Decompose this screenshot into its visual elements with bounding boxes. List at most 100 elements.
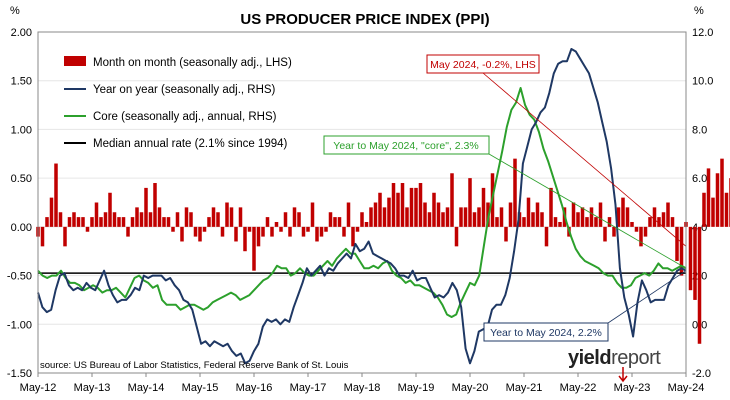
- mom-bar: [238, 207, 243, 227]
- mom-bar: [166, 217, 171, 227]
- mom-bar: [598, 202, 603, 227]
- mom-bar: [531, 212, 535, 227]
- mom-bar: [319, 226, 324, 237]
- mom-bar: [625, 207, 630, 227]
- mom-bar: [378, 192, 382, 227]
- mom-bar: [720, 158, 724, 227]
- left-tick-label: -1.50: [7, 368, 32, 380]
- left-tick-label: 1.50: [11, 76, 32, 88]
- mom-bar: [198, 226, 202, 242]
- mom-bar: [360, 212, 364, 227]
- mom-bar: [463, 207, 468, 227]
- leader-mom: [482, 72, 687, 247]
- mom-bar: [576, 212, 580, 227]
- mom-bar: [211, 207, 216, 227]
- legend-label-median: Median annual rate (2.1% since 1994): [93, 138, 288, 150]
- x-tick-label: May-16: [236, 382, 273, 394]
- mom-bar: [54, 163, 58, 227]
- legend: Month on month (seasonally adj., LHS) Ye…: [64, 56, 292, 150]
- mom-bar: [81, 217, 85, 227]
- mom-bar: [558, 221, 562, 227]
- mom-bar: [207, 217, 211, 227]
- mom-bar: [112, 212, 117, 227]
- mom-bar: [306, 226, 310, 232]
- x-tick-label: May-13: [74, 382, 111, 394]
- mom-bar: [153, 183, 157, 227]
- mom-bar: [396, 192, 400, 227]
- mom-bar: [261, 226, 265, 237]
- mom-bar: [495, 217, 499, 227]
- x-axis-ticks: May-12 May-13 May-14 May-15 May-16 May-17 May-…: [20, 373, 704, 394]
- right-tick-label: 10.0: [692, 76, 713, 88]
- mom-bar: [432, 192, 436, 227]
- brand-logo: yieldreport: [568, 347, 662, 383]
- mom-bar: [526, 197, 531, 227]
- svg-text:yieldreport: yieldreport: [568, 347, 661, 369]
- chart-title: US PRODUCER PRICE INDEX (PPI): [240, 11, 489, 28]
- mom-bar: [621, 197, 625, 227]
- mom-bar: [355, 226, 360, 232]
- svg-text:Year to May 2024, 2.2%: Year to May 2024, 2.2%: [490, 327, 602, 339]
- mom-bar: [414, 187, 418, 227]
- mom-bar: [549, 187, 553, 227]
- mom-bar: [499, 207, 504, 227]
- mom-bar: [670, 217, 675, 227]
- mom-bar: [544, 226, 549, 247]
- legend-label-yoy: Year on year (seasonally adj., RHS): [93, 84, 276, 96]
- left-tick-label: -1.00: [7, 319, 32, 331]
- mom-bar: [135, 207, 139, 227]
- x-tick-label: May-22: [560, 382, 597, 394]
- mom-bar: [508, 202, 513, 227]
- mom-bar: [193, 226, 198, 237]
- mom-bar: [256, 226, 261, 247]
- mom-bar: [40, 226, 45, 247]
- annotation-core-may-2024: Year to May 2024, "core", 2.3%: [323, 135, 490, 155]
- mom-bar: [49, 197, 54, 227]
- legend-label-core: Core (seasonally adj., annual, RHS): [93, 111, 277, 123]
- mom-bar: [639, 226, 643, 247]
- mom-bar: [45, 217, 49, 227]
- mom-bar: [175, 212, 180, 227]
- legend-label-mom: Month on month (seasonally adj., LHS): [93, 57, 292, 69]
- mom-bar: [504, 226, 508, 242]
- mom-bar: [76, 217, 81, 227]
- mom-bar: [535, 202, 540, 227]
- x-tick-label: May-21: [506, 382, 543, 394]
- right-unit-label: %: [694, 5, 704, 17]
- mom-bar: [711, 197, 715, 227]
- mom-bar: [585, 217, 589, 227]
- left-tick-label: 0.50: [11, 173, 32, 185]
- mom-bars: [36, 158, 730, 344]
- mom-bar: [63, 226, 67, 247]
- right-tick-label: 12.0: [692, 27, 713, 39]
- x-tick-label: May-17: [290, 382, 327, 394]
- svg-text:May 2024, -0.2%, LHS: May 2024, -0.2%, LHS: [430, 59, 536, 71]
- annotation-mom-may-2024: May 2024, -0.2%, LHS: [426, 54, 540, 74]
- mom-bar: [243, 226, 247, 252]
- mom-bar: [162, 217, 166, 227]
- mom-bar: [715, 173, 720, 227]
- mom-bar: [216, 212, 220, 227]
- mom-bar: [607, 217, 612, 227]
- mom-bar: [130, 217, 135, 227]
- annotation-yoy-may-2024: Year to May 2024, 2.2%: [483, 322, 609, 342]
- mom-bar: [459, 207, 463, 227]
- mom-bar: [72, 212, 76, 227]
- left-unit-label: %: [10, 5, 20, 17]
- mom-bar: [157, 207, 162, 227]
- mom-bar: [369, 207, 373, 227]
- mom-bar: [603, 226, 607, 242]
- mom-bar: [522, 217, 526, 227]
- mom-bar: [702, 192, 706, 227]
- mom-bar: [634, 226, 639, 232]
- left-tick-label: 1.00: [11, 124, 32, 136]
- mom-bar: [288, 226, 292, 237]
- mom-bar: [117, 217, 121, 227]
- mom-bar: [679, 226, 684, 276]
- mom-bar: [301, 226, 306, 237]
- mom-bar: [90, 217, 94, 227]
- mom-bar: [553, 217, 558, 227]
- mom-bar: [279, 226, 283, 232]
- mom-bar: [373, 202, 378, 227]
